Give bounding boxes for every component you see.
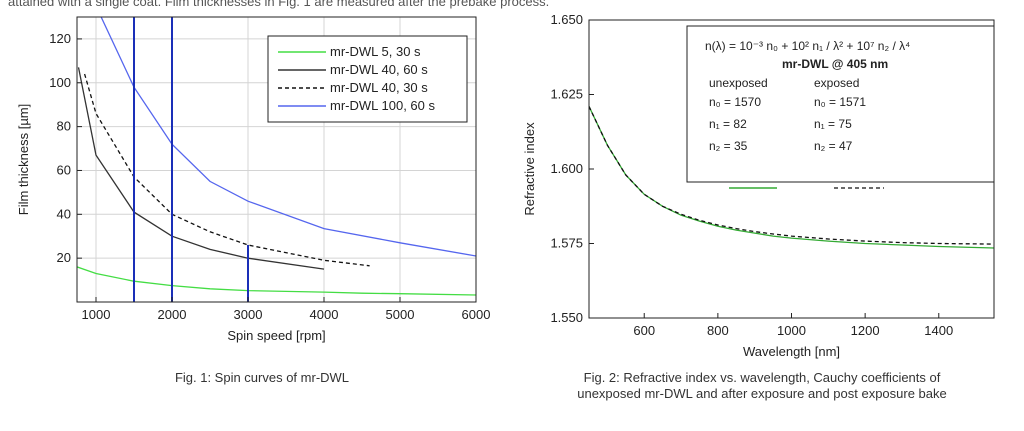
legend-box <box>267 35 468 123</box>
coef-label-exposed: n₁ = 75 <box>814 117 852 131</box>
series-line-exposed <box>589 106 994 245</box>
x-tick-label: 1400 <box>924 323 953 338</box>
x-tick-label: 6000 <box>462 307 491 322</box>
fig2-caption-line2: unexposed mr-DWL and after exposure and … <box>577 386 947 401</box>
y-tick-label: 1.625 <box>550 87 583 102</box>
x-tick-label: 1200 <box>851 323 880 338</box>
series-line-unexposed <box>589 106 994 249</box>
coef-label-unexposed: n₀ = 1570 <box>709 95 761 109</box>
legend-label: mr-DWL 5, 30 s <box>330 44 421 59</box>
x-tick-label: 800 <box>707 323 729 338</box>
y-tick-label: 1.575 <box>550 236 583 251</box>
fig1-caption: Fig. 1: Spin curves of mr-DWL <box>174 370 350 385</box>
coef-label-exposed: n₀ = 1571 <box>814 95 866 109</box>
col-header-unexposed: unexposed <box>709 76 768 90</box>
series-line-mr-dwl-5-30-s <box>77 266 476 296</box>
x-axis-label: Wavelength [nm] <box>743 344 840 359</box>
intro-text: attained with a single coat. Film thickn… <box>8 0 550 9</box>
series-line-mr-dwl-100-60-s <box>100 17 476 257</box>
y-tick-label: 80 <box>57 119 71 134</box>
y-tick-label: 1.600 <box>550 161 583 176</box>
x-tick-label: 600 <box>633 323 655 338</box>
x-tick-label: 5000 <box>386 307 415 322</box>
coef-label-unexposed: n₁ = 82 <box>709 117 747 131</box>
legend-label: mr-DWL 40, 60 s <box>330 62 428 77</box>
y-tick-label: 20 <box>57 250 71 265</box>
x-tick-label: 1000 <box>777 323 806 338</box>
series-line-mr-dwl-40-30-s <box>83 73 370 267</box>
coef-label-unexposed: n₂ = 35 <box>709 139 748 153</box>
x-tick-label: 4000 <box>310 307 339 322</box>
x-tick-label: 3000 <box>234 307 263 322</box>
y-axis-label: Film thickness [µm] <box>16 104 31 216</box>
y-tick-label: 40 <box>57 206 71 221</box>
coef-label-exposed: n₂ = 47 <box>814 139 853 153</box>
y-tick-label: 1.550 <box>550 310 583 325</box>
spin-curve-chart: 1000 2000 3000 4000 5000 6000 20 40 60 80 100 120 Sp… <box>16 16 491 343</box>
series-group <box>589 106 994 249</box>
legend-label: mr-DWL 100, 60 s <box>330 98 435 113</box>
y-axis-label: Refractive index <box>522 122 537 216</box>
x-tick-label: 2000 <box>158 307 187 322</box>
col-header-exposed: exposed <box>814 76 859 90</box>
cauchy-box <box>686 25 995 183</box>
y-tick-label: 100 <box>49 75 71 90</box>
y-tick-label: 120 <box>49 31 71 46</box>
x-tick-label: 1000 <box>82 307 111 322</box>
refractive-index-chart: 600 800 1000 1200 1400 1.550 1.575 1.600 1.625 1.… <box>522 12 995 359</box>
legend-label: mr-DWL 40, 30 s <box>330 80 428 95</box>
cauchy-subtitle: mr-DWL @ 405 nm <box>782 57 888 71</box>
plot-frame <box>76 16 477 303</box>
cauchy-formula: n(λ) = 10⁻³ n₀ + 10² n₁ / λ² + 10⁷ n₂ / … <box>705 39 910 53</box>
y-tick-label: 1.650 <box>550 12 583 27</box>
y-tick-label: 60 <box>57 162 71 177</box>
fig2-caption-line1: Fig. 2: Refractive index vs. wavelength,… <box>583 370 941 385</box>
x-axis-label: Spin speed [rpm] <box>227 328 325 343</box>
